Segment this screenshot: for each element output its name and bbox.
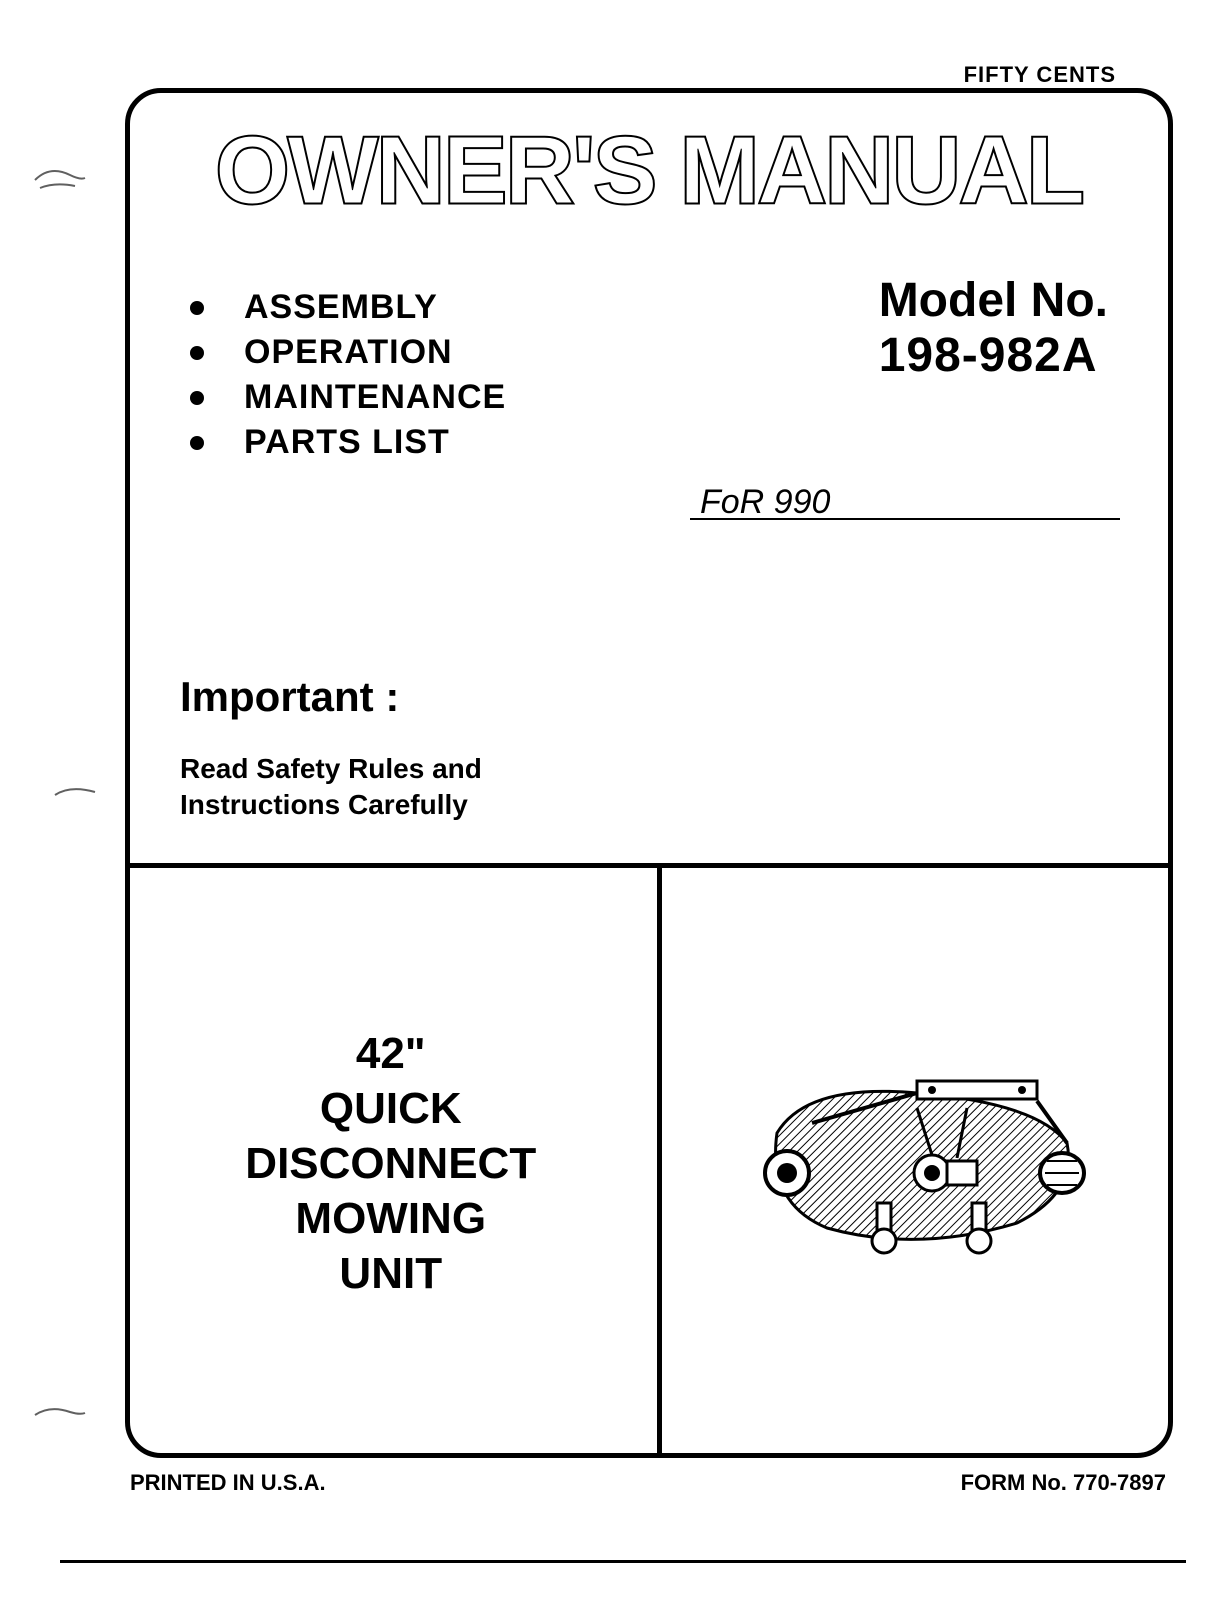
model-label: Model No.	[879, 273, 1108, 328]
title-text-inner: OWNER'S MANUAL	[215, 117, 1082, 224]
product-name: 42" QUICK DISCONNECT MOWING UNIT	[245, 1026, 536, 1301]
model-block: Model No. 198-982A	[879, 273, 1108, 383]
lower-grid: 42" QUICK DISCONNECT MOWING UNIT	[125, 863, 1173, 1458]
important-block: Important : Read Safety Rules and Instru…	[180, 673, 482, 824]
bullet-icon	[190, 346, 204, 360]
contents-list: ASSEMBLY OPERATION MAINTENANCE PARTS LIS…	[190, 288, 506, 468]
product-illustration-panel	[662, 868, 1174, 1458]
important-sub-line: Read Safety Rules and	[180, 751, 482, 787]
product-line: MOWING	[245, 1191, 536, 1246]
contents-item: PARTS LIST	[190, 423, 506, 462]
contents-label: MAINTENANCE	[244, 378, 506, 417]
bottom-rule	[60, 1560, 1186, 1563]
scan-mark	[50, 780, 100, 815]
product-line: UNIT	[245, 1246, 536, 1301]
bullet-icon	[190, 301, 204, 315]
footer-form-number: FORM No. 770-7897	[961, 1470, 1166, 1496]
contents-label: OPERATION	[244, 333, 453, 372]
contents-item: MAINTENANCE	[190, 378, 506, 417]
contents-item: OPERATION	[190, 333, 506, 372]
product-name-panel: 42" QUICK DISCONNECT MOWING UNIT	[125, 868, 662, 1458]
title-banner: OWNER'S MANUAL OWNER'S MANUAL	[150, 115, 1148, 230]
important-sub-line: Instructions Carefully	[180, 787, 482, 823]
page: FIFTY CENTS OWNER'S MANUAL OWNER'S MANUA…	[0, 0, 1226, 1600]
model-number: 198-982A	[879, 328, 1108, 383]
contents-item: ASSEMBLY	[190, 288, 506, 327]
product-line: QUICK	[245, 1081, 536, 1136]
contents-label: PARTS LIST	[244, 423, 450, 462]
price-text: FIFTY CENTS	[964, 62, 1116, 88]
contents-label: ASSEMBLY	[244, 288, 438, 327]
handwritten-text: FoR 990	[690, 483, 1120, 522]
bullet-icon	[190, 391, 204, 405]
important-heading: Important :	[180, 673, 482, 721]
footer-printed-in: PRINTED IN U.S.A.	[130, 1470, 326, 1496]
handwritten-note: FoR 990	[690, 483, 1120, 520]
bullet-icon	[190, 436, 204, 450]
product-line: DISCONNECT	[245, 1136, 536, 1191]
title-svg: OWNER'S MANUAL OWNER'S MANUAL	[150, 115, 1148, 225]
document-frame: OWNER'S MANUAL OWNER'S MANUAL ASSEMBLY O…	[125, 88, 1173, 1458]
scan-mark	[30, 160, 90, 205]
scan-mark	[30, 1400, 90, 1435]
mower-deck-illustration	[717, 1053, 1117, 1273]
product-size: 42"	[245, 1026, 536, 1081]
